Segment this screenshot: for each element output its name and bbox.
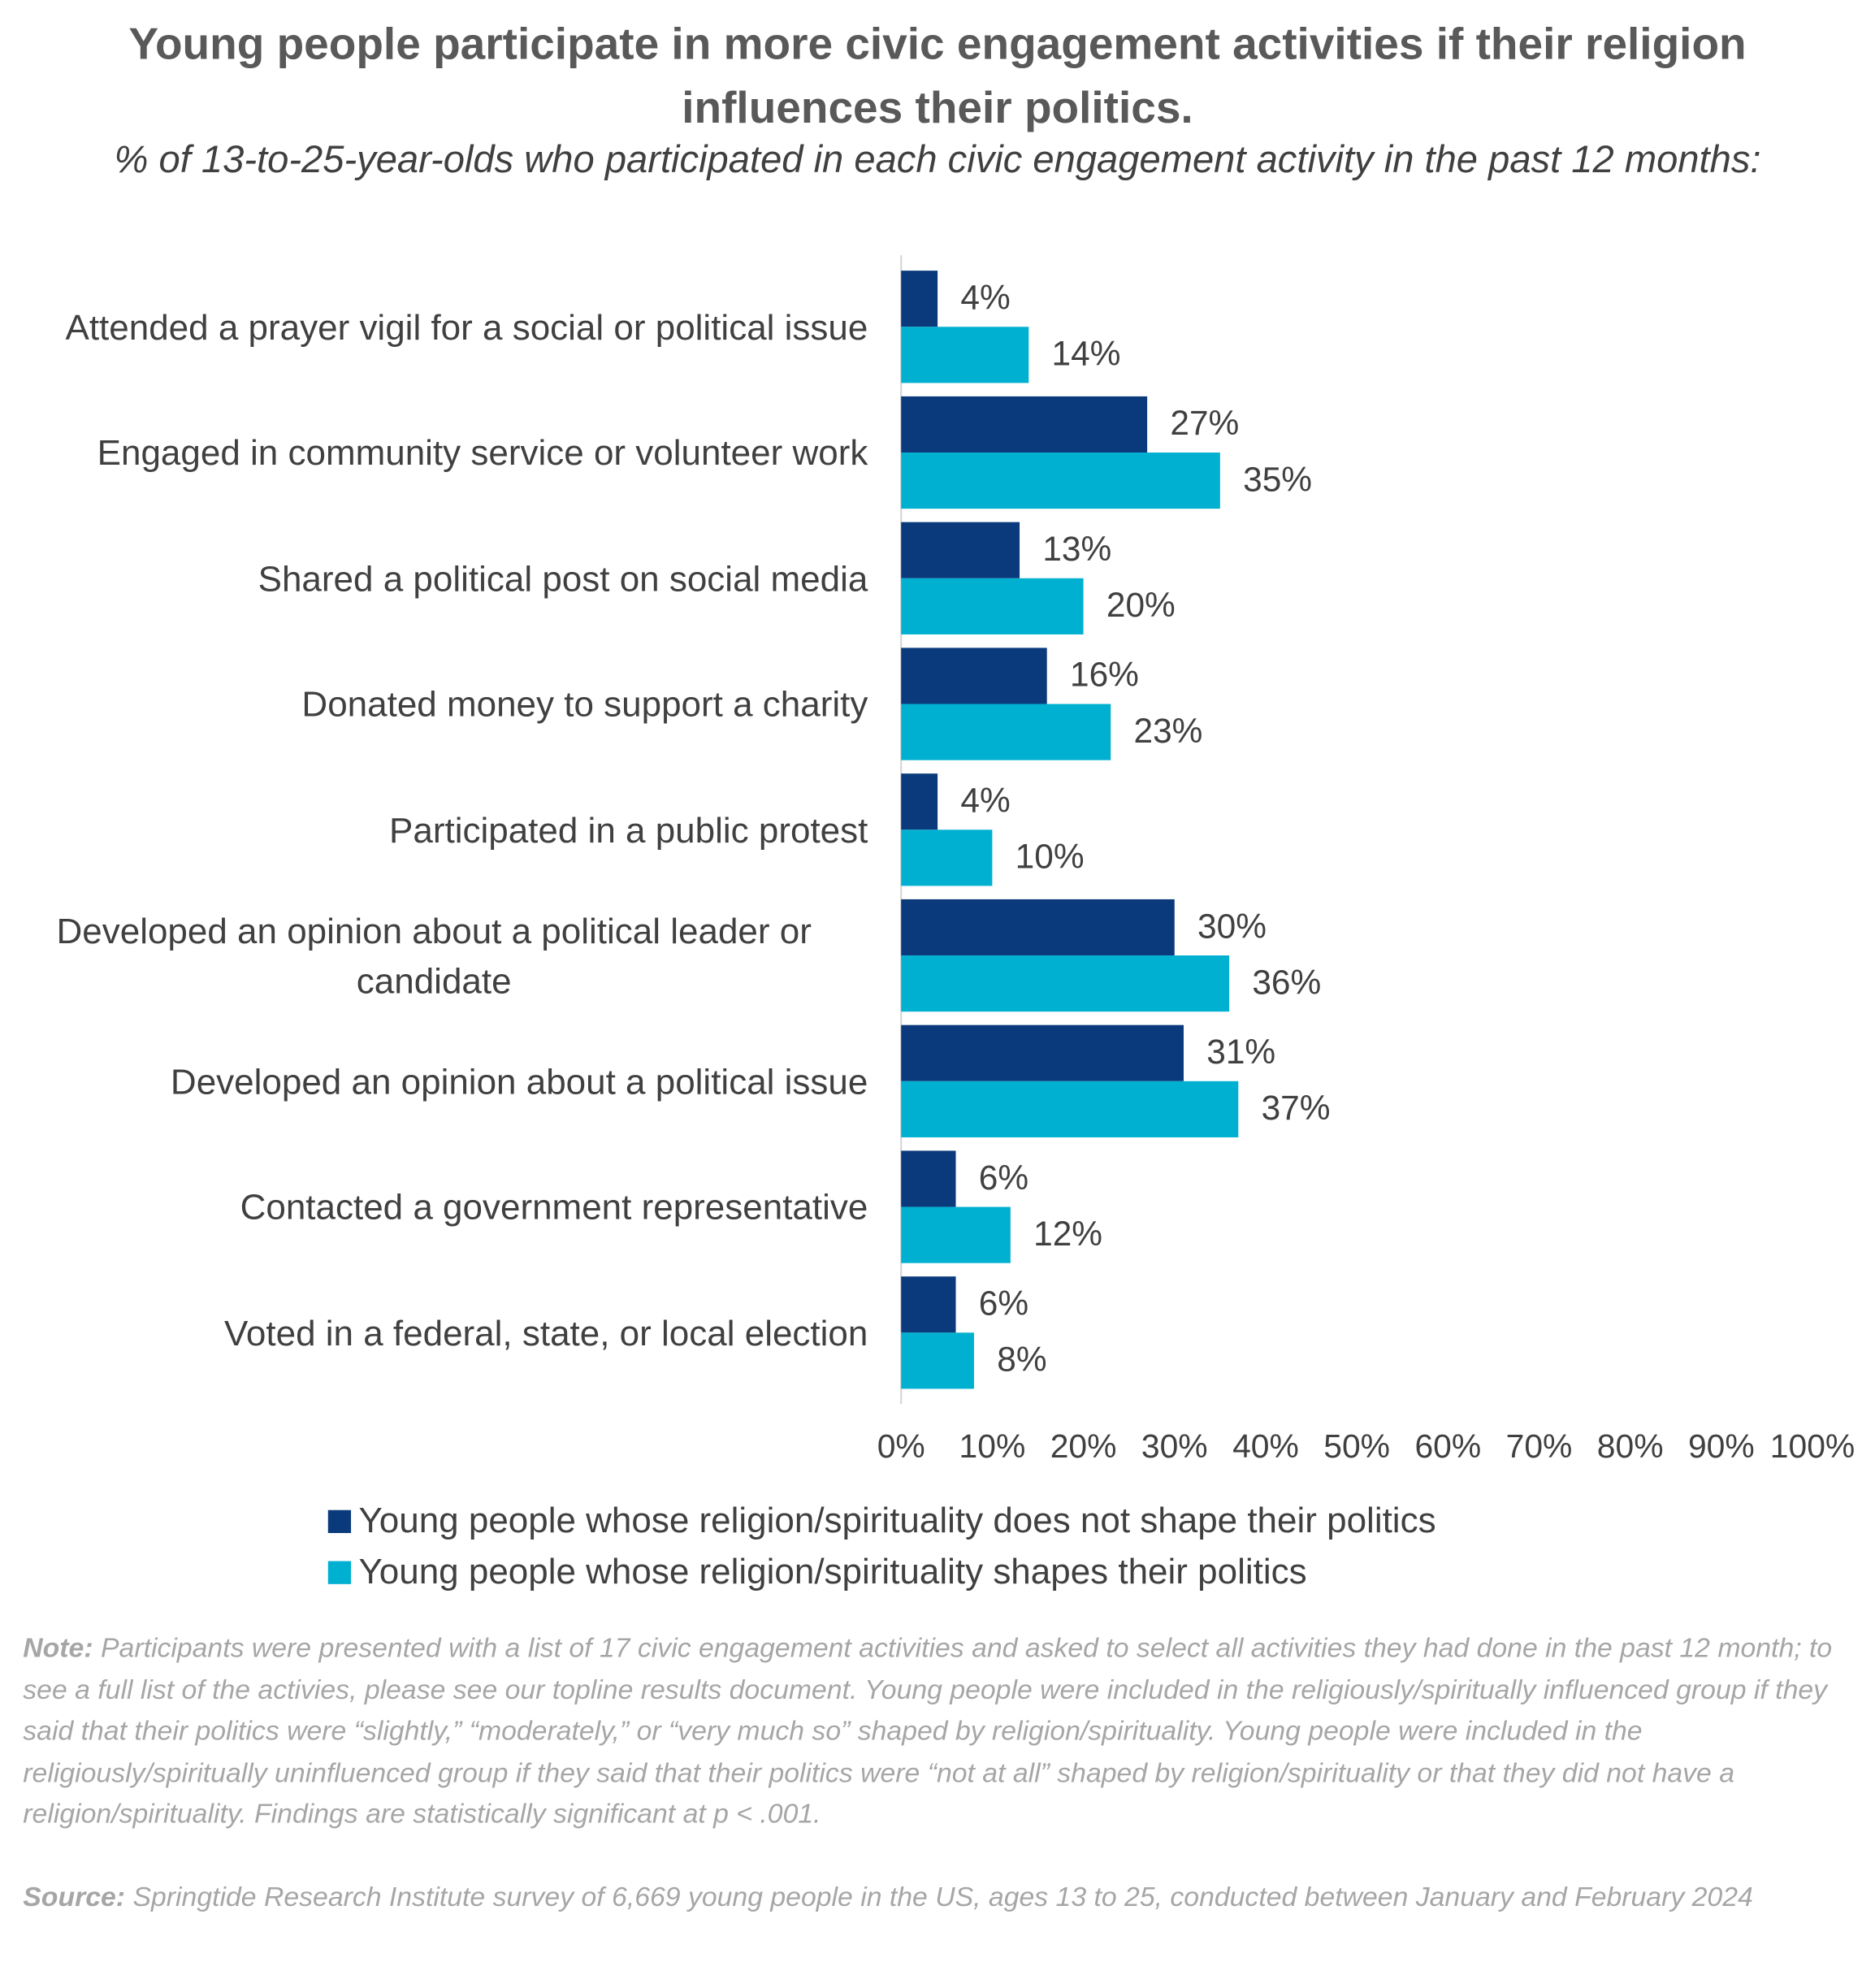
- bar: [901, 578, 1084, 635]
- bar: [901, 1206, 1011, 1263]
- value-label: 37%: [1262, 1089, 1331, 1127]
- value-label: 35%: [1243, 460, 1312, 498]
- bar: [901, 271, 938, 327]
- bar: [901, 1081, 1239, 1137]
- x-tick-label: 30%: [1141, 1427, 1208, 1465]
- note-label: Note:: [23, 1632, 93, 1664]
- note-text: Participants were presented with a list …: [23, 1632, 1833, 1830]
- bar: [901, 1024, 1184, 1081]
- bar: [901, 773, 938, 830]
- value-label: 13%: [1042, 530, 1111, 568]
- category-label: Voted in a federal, state, or local elec…: [224, 1312, 868, 1353]
- category-label-wrap: Developed an opinion about a political l…: [0, 891, 868, 1019]
- value-label: 4%: [960, 278, 1010, 316]
- value-label: 6%: [979, 1284, 1028, 1323]
- x-tick-label: 20%: [1050, 1427, 1117, 1465]
- x-tick-label: 50%: [1323, 1427, 1390, 1465]
- bar: [901, 1150, 956, 1207]
- bar: [901, 704, 1111, 760]
- value-label: 23%: [1134, 712, 1203, 750]
- bar: [901, 522, 1020, 578]
- category-label-box: Attended a prayer vigil for a social or …: [0, 263, 868, 391]
- bar: [901, 955, 1230, 1012]
- bar: [901, 453, 1220, 509]
- category-label: Shared a political post on social media: [258, 558, 868, 599]
- category-label-wrap: Developed an opinion about a political i…: [0, 1017, 868, 1145]
- category-label: Attended a prayer vigil for a social or …: [65, 306, 868, 347]
- footnotes: Note: Participants were presented with a…: [23, 1627, 1867, 1917]
- value-label: 8%: [997, 1340, 1046, 1379]
- value-label: 36%: [1252, 963, 1321, 1001]
- value-label: 27%: [1170, 404, 1239, 442]
- value-label: 14%: [1052, 335, 1121, 373]
- category-label-box: Participated in a public protest: [0, 766, 868, 894]
- category-label: Participated in a public protest: [389, 809, 868, 850]
- value-label: 31%: [1206, 1033, 1275, 1071]
- bar: [901, 829, 993, 886]
- category-label-wrap: Engaged in community service or voluntee…: [0, 388, 868, 516]
- legend-label: Young people whose religion/spirituality…: [358, 1501, 1435, 1540]
- category-label-box: Engaged in community service or voluntee…: [0, 388, 868, 516]
- chart-title: Young people participate in more civic e…: [128, 19, 1747, 133]
- category-label: Donated money to support a charity: [301, 684, 868, 724]
- bar: [901, 396, 1148, 453]
- bar: [901, 1332, 974, 1389]
- category-label-box: Developed an opinion about a political l…: [0, 891, 868, 1019]
- x-tick-label: 80%: [1597, 1427, 1664, 1465]
- category-label-wrap: Participated in a public protest: [0, 766, 868, 894]
- category-label-wrap: Attended a prayer vigil for a social or …: [0, 263, 868, 391]
- value-label: 12%: [1033, 1215, 1102, 1253]
- value-label: 10%: [1015, 838, 1085, 876]
- bar: [901, 327, 1029, 383]
- source: Source: Springtide Research Institute su…: [23, 1876, 1867, 1917]
- x-tick-label: 10%: [959, 1427, 1026, 1465]
- category-label: Contacted a government representative: [240, 1187, 868, 1227]
- category-label-box: Donated money to support a charity: [0, 640, 868, 768]
- category-label: Developed an opinion about a political i…: [170, 1061, 868, 1102]
- bar: [901, 648, 1047, 704]
- category-label-box: Shared a political post on social media: [0, 514, 868, 642]
- category-label-wrap: Voted in a federal, state, or local elec…: [0, 1269, 868, 1397]
- source-text: Springtide Research Institute survey of …: [132, 1881, 1753, 1912]
- note: Note: Participants were presented with a…: [23, 1627, 1867, 1834]
- x-tick-label: 60%: [1414, 1427, 1481, 1465]
- category-label: Developed an opinion about a political l…: [56, 911, 812, 1001]
- x-tick-label: 0%: [877, 1427, 925, 1465]
- value-label: 4%: [960, 782, 1010, 820]
- source-label: Source:: [23, 1881, 126, 1912]
- value-label: 6%: [979, 1159, 1028, 1197]
- category-label-box: Developed an opinion about a political i…: [0, 1017, 868, 1145]
- legend-swatch: [327, 1561, 352, 1584]
- x-tick-label: 100%: [1770, 1427, 1855, 1465]
- header: Young people participate in more civic e…: [114, 19, 1761, 182]
- value-label: 20%: [1106, 586, 1176, 624]
- category-label-wrap: Contacted a government representative: [0, 1143, 868, 1271]
- legend-swatch: [327, 1509, 352, 1533]
- category-label-wrap: Shared a political post on social media: [0, 514, 868, 642]
- legend-label: Young people whose religion/spirituality…: [358, 1552, 1306, 1592]
- category-label: Engaged in community service or voluntee…: [97, 432, 868, 473]
- x-tick-label: 90%: [1688, 1427, 1755, 1465]
- bar: [901, 899, 1175, 956]
- x-tick-label: 40%: [1232, 1427, 1299, 1465]
- category-label-box: Contacted a government representative: [0, 1143, 868, 1271]
- category-label-wrap: Donated money to support a charity: [0, 640, 868, 768]
- category-label-box: Voted in a federal, state, or local elec…: [0, 1269, 868, 1397]
- bar: [901, 1276, 956, 1333]
- x-tick-label: 70%: [1506, 1427, 1573, 1465]
- chart-subtitle: % of 13-to-25-year-olds who participated…: [114, 139, 1761, 182]
- value-label: 30%: [1197, 907, 1267, 945]
- value-label: 16%: [1070, 656, 1139, 694]
